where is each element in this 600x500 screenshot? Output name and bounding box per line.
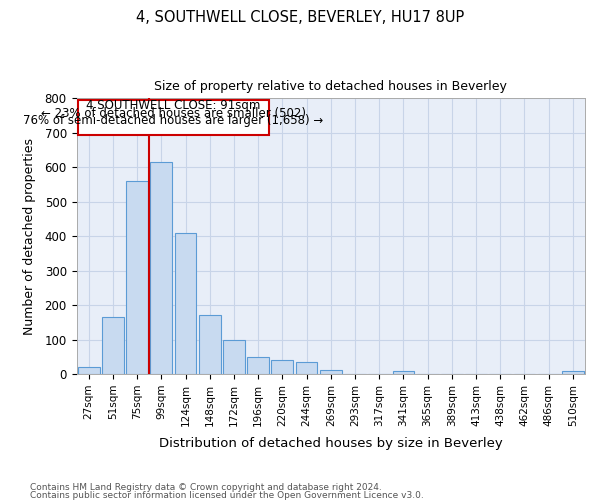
Text: 4, SOUTHWELL CLOSE, BEVERLEY, HU17 8UP: 4, SOUTHWELL CLOSE, BEVERLEY, HU17 8UP	[136, 10, 464, 25]
Bar	[247, 357, 269, 374]
Y-axis label: Number of detached properties: Number of detached properties	[23, 138, 36, 334]
Bar	[175, 232, 196, 374]
Bar	[320, 370, 341, 374]
FancyBboxPatch shape	[78, 100, 269, 134]
Bar	[199, 316, 221, 374]
Text: ← 23% of detached houses are smaller (502): ← 23% of detached houses are smaller (50…	[41, 106, 306, 120]
Bar	[151, 162, 172, 374]
Text: 4 SOUTHWELL CLOSE: 91sqm: 4 SOUTHWELL CLOSE: 91sqm	[86, 100, 260, 112]
Bar	[223, 340, 245, 374]
Text: 76% of semi-detached houses are larger (1,658) →: 76% of semi-detached houses are larger (…	[23, 114, 323, 127]
Bar	[126, 181, 148, 374]
X-axis label: Distribution of detached houses by size in Beverley: Distribution of detached houses by size …	[159, 437, 503, 450]
Title: Size of property relative to detached houses in Beverley: Size of property relative to detached ho…	[154, 80, 507, 93]
Bar	[102, 317, 124, 374]
Bar	[392, 370, 415, 374]
Text: Contains HM Land Registry data © Crown copyright and database right 2024.: Contains HM Land Registry data © Crown c…	[30, 484, 382, 492]
Bar	[78, 367, 100, 374]
Bar	[296, 362, 317, 374]
Text: Contains public sector information licensed under the Open Government Licence v3: Contains public sector information licen…	[30, 491, 424, 500]
Bar	[562, 370, 584, 374]
Bar	[271, 360, 293, 374]
